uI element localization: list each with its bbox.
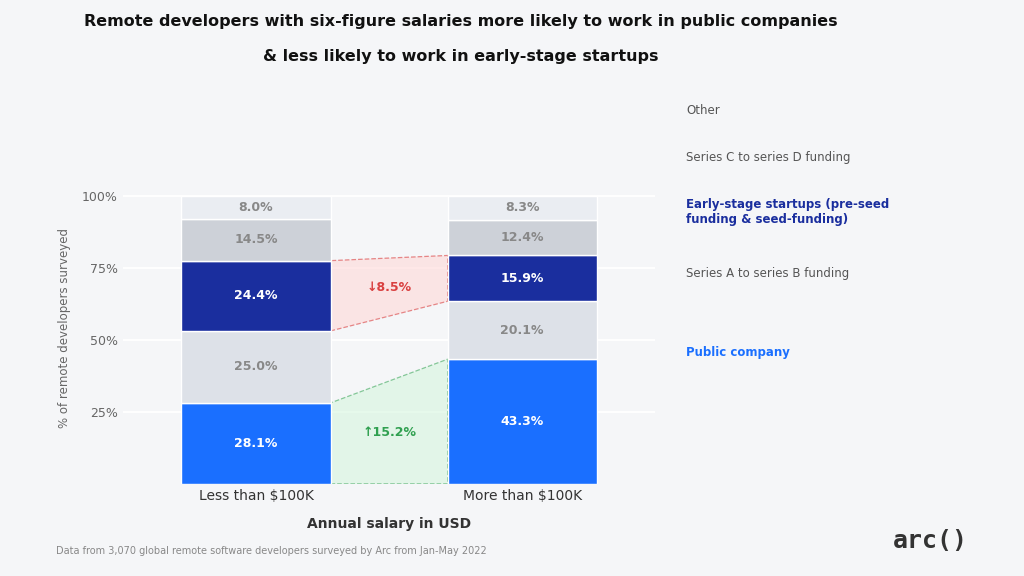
Text: 8.0%: 8.0% [239, 201, 273, 214]
Bar [447, 196, 597, 219]
Text: 12.4%: 12.4% [501, 231, 544, 244]
Text: 25.0%: 25.0% [234, 361, 278, 373]
Text: Public company: Public company [686, 346, 790, 359]
X-axis label: Annual salary in USD: Annual salary in USD [307, 517, 471, 530]
Polygon shape [331, 359, 447, 484]
Bar [181, 260, 331, 331]
Text: arc(): arc() [893, 529, 968, 553]
Text: & less likely to work in early-stage startups: & less likely to work in early-stage sta… [263, 49, 658, 64]
Polygon shape [331, 256, 447, 331]
Y-axis label: % of remote developers surveyed: % of remote developers surveyed [58, 228, 71, 429]
Text: Remote developers with six-figure salaries more likely to work in public compani: Remote developers with six-figure salari… [84, 14, 838, 29]
Bar [447, 256, 597, 301]
Text: ↑15.2%: ↑15.2% [362, 426, 416, 439]
Bar [181, 219, 331, 260]
Text: ↓8.5%: ↓8.5% [367, 281, 412, 294]
Text: 43.3%: 43.3% [501, 415, 544, 428]
Bar [181, 196, 331, 219]
Bar [447, 220, 597, 256]
Text: 14.5%: 14.5% [234, 233, 278, 247]
Bar [447, 359, 597, 484]
Text: 15.9%: 15.9% [501, 272, 544, 285]
Bar [181, 331, 331, 403]
Text: 20.1%: 20.1% [501, 324, 544, 337]
Text: Other: Other [686, 104, 720, 117]
Text: Data from 3,070 global remote software developers surveyed by Arc from Jan-May 2: Data from 3,070 global remote software d… [56, 546, 487, 556]
Text: 28.1%: 28.1% [234, 437, 278, 450]
Text: 8.3%: 8.3% [505, 201, 540, 214]
Text: Series A to series B funding: Series A to series B funding [686, 267, 849, 281]
Text: Series C to series D funding: Series C to series D funding [686, 151, 851, 164]
Text: 24.4%: 24.4% [234, 289, 278, 302]
Bar [447, 301, 597, 359]
Bar [181, 403, 331, 484]
Text: Early-stage startups (pre-seed
funding & seed-funding): Early-stage startups (pre-seed funding &… [686, 198, 889, 226]
